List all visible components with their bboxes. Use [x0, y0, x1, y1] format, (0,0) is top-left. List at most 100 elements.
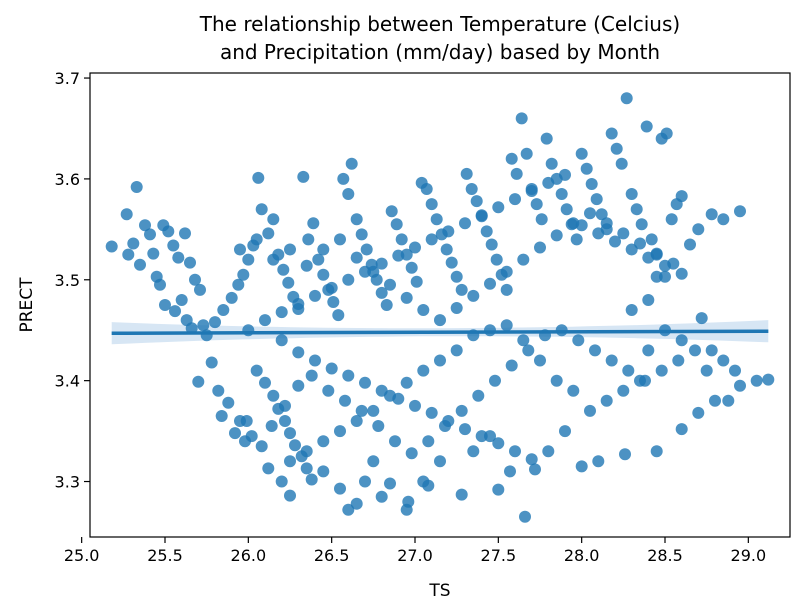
scatter-point	[334, 425, 346, 438]
scatter-point	[534, 354, 546, 367]
x-tick-label: 28.0	[564, 546, 600, 565]
scatter-point	[515, 112, 528, 125]
scatter-point	[709, 394, 721, 407]
scatter-point	[567, 217, 580, 230]
scatter-point	[380, 299, 393, 311]
scatter-point	[292, 379, 305, 392]
scatter-point	[147, 247, 160, 260]
scatter-point	[350, 415, 363, 427]
x-tick-label: 26.0	[231, 546, 267, 565]
scatter-point	[154, 278, 166, 291]
scatter-point	[620, 92, 633, 105]
scatter-point	[279, 415, 291, 427]
scatter-point	[234, 243, 246, 256]
scatter-point	[350, 497, 363, 510]
scatter-point	[139, 219, 151, 232]
scatter-point	[672, 354, 685, 367]
regression-line	[111, 329, 769, 335]
scatter-point	[425, 406, 438, 419]
scatter-point	[297, 170, 310, 183]
scatter-point	[259, 376, 271, 389]
scatter-point	[622, 364, 635, 377]
scatter-point	[417, 364, 430, 377]
scatter-point	[317, 268, 330, 281]
scatter-point	[422, 435, 435, 448]
scatter-point	[252, 171, 265, 184]
scatter-point	[159, 299, 171, 311]
y-tick-label: 3.5	[55, 271, 80, 290]
scatter-point	[250, 233, 263, 246]
scatter-point	[705, 208, 718, 221]
scatter-point	[665, 213, 678, 226]
scatter-point	[250, 364, 263, 377]
scatter-point	[425, 198, 438, 211]
scatter-point	[625, 243, 638, 256]
scatter-point	[317, 465, 330, 478]
scatter-point	[484, 277, 496, 290]
scatter-point	[342, 188, 355, 200]
scatter-point	[475, 209, 488, 222]
scatter-point	[284, 243, 296, 256]
scatter-point	[350, 251, 363, 264]
scatter-point	[667, 257, 680, 270]
scatter-point	[350, 213, 363, 226]
scatter-point	[517, 253, 530, 266]
scatter-point	[200, 329, 213, 342]
scatter-point	[455, 488, 468, 501]
y-axis-label: PRECT	[17, 277, 37, 333]
scatter-point	[750, 374, 763, 387]
scatter-point	[509, 193, 521, 206]
y-tick-label: 3.7	[55, 69, 80, 88]
scatter-point	[359, 376, 371, 389]
y-tick-label: 3.4	[55, 372, 80, 391]
scatter-point	[334, 233, 346, 246]
scatter-point	[305, 473, 318, 486]
scatter-point	[237, 268, 250, 281]
scatter-point	[560, 203, 573, 216]
scatter-point	[262, 462, 275, 475]
scatter-point	[172, 251, 185, 264]
scatter-point	[475, 430, 488, 443]
scatter-point	[485, 238, 498, 251]
scatter-point	[600, 217, 613, 230]
scatter-point	[434, 455, 446, 468]
scatter-point	[384, 477, 396, 490]
scatter-point	[559, 168, 571, 181]
scatter-point	[717, 213, 730, 226]
scatter-point	[215, 410, 228, 422]
scatter-point	[392, 249, 405, 262]
scatter-point	[375, 257, 388, 270]
x-tick-label: 27.5	[481, 546, 517, 565]
scatter-point	[504, 465, 516, 478]
scatter-point	[360, 243, 373, 256]
scatter-point	[522, 344, 535, 357]
scatter-point	[575, 147, 588, 160]
scatter-point	[484, 430, 496, 443]
scatter-point	[395, 233, 408, 246]
scatter-point	[500, 283, 513, 296]
scatter-point	[519, 510, 531, 523]
scatter-point	[284, 489, 296, 502]
scatter-point	[409, 241, 421, 254]
scatter-point	[185, 322, 198, 335]
scatter-point	[325, 362, 338, 375]
scatter-point	[575, 460, 588, 473]
scatter-point	[284, 427, 296, 440]
scatter-point	[337, 172, 350, 185]
scatter-point	[675, 423, 688, 436]
scatter-point	[489, 374, 501, 387]
scatter-point	[375, 490, 388, 503]
scatter-point	[275, 334, 288, 347]
scatter-point	[120, 208, 133, 221]
scatter-point	[467, 445, 480, 458]
scatter-point	[545, 157, 558, 170]
scatter-point	[729, 364, 741, 377]
scatter-point	[162, 225, 175, 238]
scatter-point	[450, 344, 463, 357]
scatter-point	[355, 404, 368, 417]
scatter-point	[212, 384, 225, 397]
scatter-point	[305, 369, 318, 382]
scatter-point	[625, 304, 638, 316]
scatter-point	[584, 207, 596, 220]
scatter-point	[384, 389, 396, 402]
